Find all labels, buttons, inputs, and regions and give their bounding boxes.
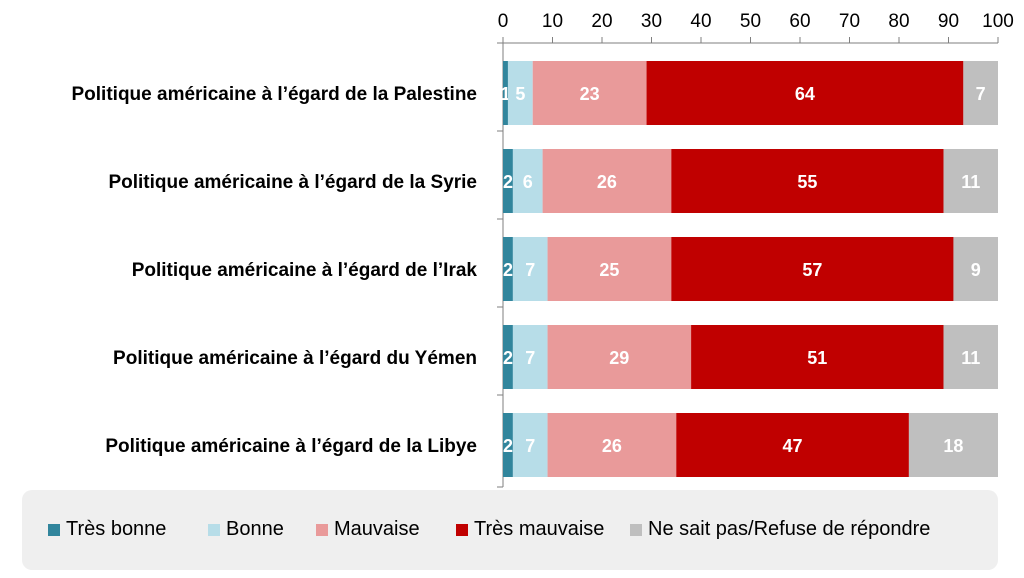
category-label: Politique américaine à l’égard de l’Irak <box>132 260 478 281</box>
data-label: 26 <box>597 172 617 192</box>
x-tick-label: 20 <box>591 11 612 32</box>
data-label: 2 <box>503 348 513 368</box>
bar-segment <box>532 61 647 125</box>
bar-segment <box>547 325 692 389</box>
x-tick-label: 90 <box>938 11 959 32</box>
legend-label: Très mauvaise <box>474 518 604 540</box>
bar-segment <box>953 237 998 301</box>
data-label: 64 <box>795 84 815 104</box>
data-label: 26 <box>602 436 622 456</box>
x-tick-label: 70 <box>839 11 860 32</box>
data-label: 9 <box>971 260 981 280</box>
bar-segment <box>547 237 672 301</box>
bar-segment <box>503 325 513 389</box>
data-label: 11 <box>961 172 980 192</box>
bar-segment <box>542 149 672 213</box>
bar-segment <box>671 149 944 213</box>
data-label: 7 <box>976 84 986 104</box>
x-tick-label: 0 <box>498 11 509 32</box>
legend-swatch <box>630 524 642 536</box>
data-label: 51 <box>807 348 827 368</box>
data-label: 2 <box>503 436 513 456</box>
x-axis: 0 10 20 30 40 50 60 70 80 90 100 <box>497 11 1014 488</box>
legend-swatch <box>48 524 60 536</box>
bar-segment <box>646 61 964 125</box>
category-label: Politique américaine à l’égard de la Pal… <box>72 84 478 105</box>
legend: Très bonne Bonne Mauvaise Très mauvaise Ne s… <box>22 490 998 570</box>
legend-swatch <box>456 524 468 536</box>
bar-segment <box>512 413 548 477</box>
x-tick-label: 60 <box>789 11 810 32</box>
data-label: 2 <box>503 172 513 192</box>
bar-segment <box>963 61 998 125</box>
data-label: 57 <box>802 260 822 280</box>
data-label: 7 <box>525 348 535 368</box>
x-tick-label: 10 <box>542 11 563 32</box>
bars: 1 5 23 64 72 6 26 55 112 7 25 57 92 7 29 51 112 7 26 47 18 <box>500 61 998 477</box>
category-label: Politique américaine à l’égard du Yémen <box>113 348 477 369</box>
bar-segment <box>512 149 543 213</box>
data-label: 5 <box>515 84 525 104</box>
bar-segment <box>547 413 677 477</box>
bar-segment <box>503 149 513 213</box>
bar-segment <box>507 61 533 125</box>
x-tick-label: 30 <box>641 11 662 32</box>
data-label: 47 <box>783 436 803 456</box>
data-label: 6 <box>523 172 533 192</box>
bar-segment <box>512 237 548 301</box>
legend-label: Ne sait pas/Refuse de répondre <box>648 518 930 540</box>
bar-segment <box>691 325 944 389</box>
bar-segment <box>676 413 909 477</box>
data-label: 23 <box>580 84 600 104</box>
x-tick-label: 50 <box>740 11 761 32</box>
data-label: 1 <box>500 84 510 104</box>
bar-segment <box>503 237 513 301</box>
category-label: Politique américaine à l’égard de la Syr… <box>108 172 477 193</box>
legend-label: Bonne <box>226 518 284 540</box>
legend-swatch <box>208 524 220 536</box>
data-label: 18 <box>943 436 963 456</box>
legend-box <box>22 490 998 570</box>
bar-segment <box>503 61 508 125</box>
bar-segment <box>908 413 998 477</box>
legend-label: Très bonne <box>66 518 166 540</box>
x-tick-label: 100 <box>982 11 1014 32</box>
bar-segment <box>943 325 998 389</box>
data-label: 2 <box>503 260 513 280</box>
data-label: 7 <box>525 436 535 456</box>
data-label: 29 <box>609 348 629 368</box>
x-tick-label: 80 <box>888 11 909 32</box>
data-label: 25 <box>599 260 619 280</box>
bar-segment <box>512 325 548 389</box>
data-label: 55 <box>797 172 817 192</box>
bar-segment <box>943 149 998 213</box>
category-labels: Politique américaine à l’égard de la Pal… <box>72 84 478 457</box>
data-label: 11 <box>961 348 980 368</box>
x-tick-label: 40 <box>690 11 711 32</box>
category-label: Politique américaine à l’égard de la Lib… <box>105 436 477 457</box>
bar-segment <box>503 413 513 477</box>
data-label: 7 <box>525 260 535 280</box>
legend-swatch <box>316 524 328 536</box>
legend-label: Mauvaise <box>334 518 420 540</box>
bar-segment <box>671 237 954 301</box>
